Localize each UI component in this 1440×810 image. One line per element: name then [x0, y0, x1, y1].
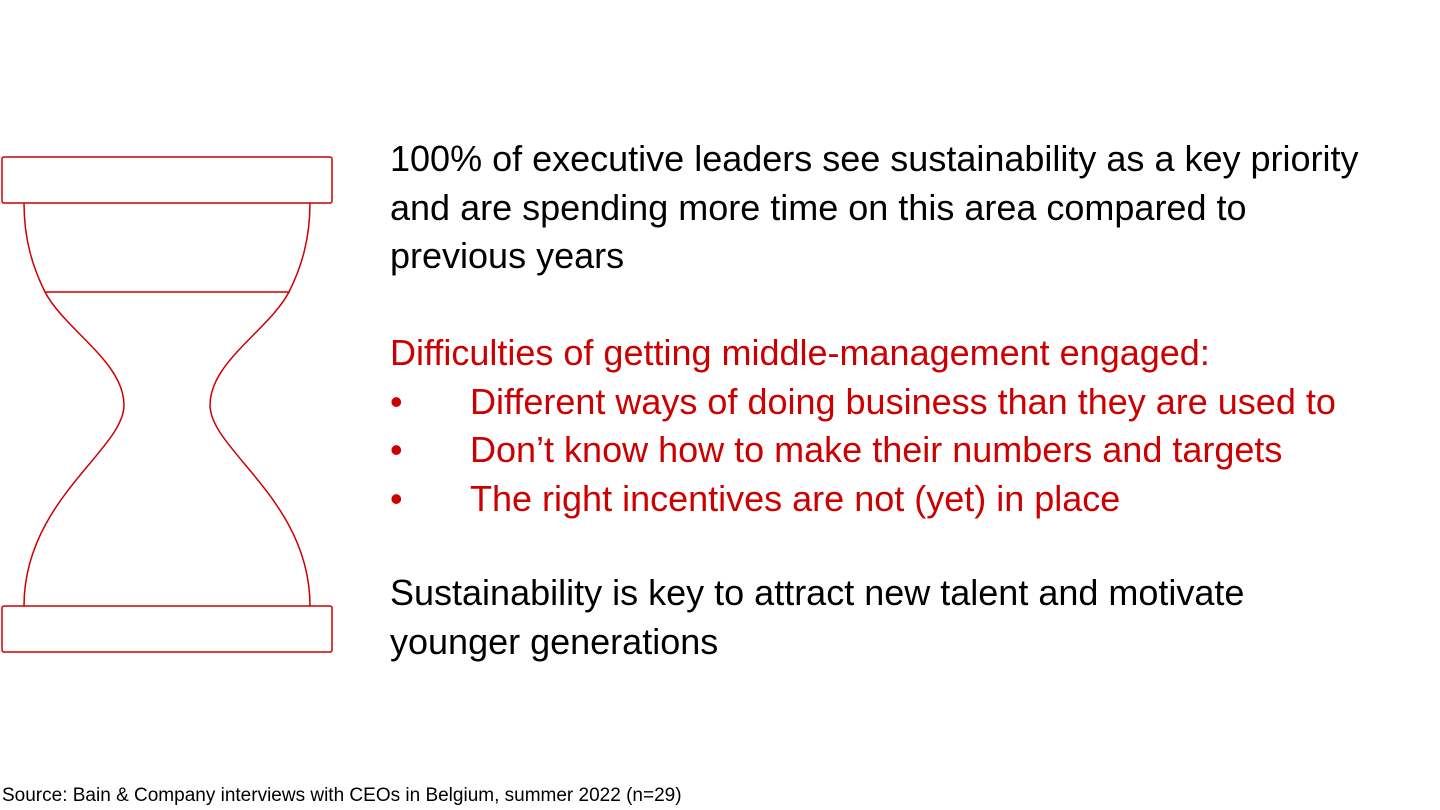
difficulties-heading: Difficulties of getting middle-managemen… — [390, 332, 1210, 373]
difficulties: Difficulties of getting middle-managemen… — [390, 329, 1375, 523]
hourglass-left — [23, 202, 125, 607]
hourglass-bottom — [1, 605, 333, 653]
hourglass-top — [1, 156, 333, 204]
source-note: Source: Bain & Company interviews with C… — [2, 785, 682, 806]
bullet: The right incentives are not (yet) in pl… — [390, 475, 1375, 524]
statement: 100% of executive leaders see sustainabi… — [390, 138, 1359, 276]
bullet: Different ways of doing business than th… — [390, 378, 1375, 427]
bullet-list: Different ways of doing business than th… — [390, 378, 1375, 524]
bullet: Don’t know how to make their numbers and… — [390, 426, 1375, 475]
talent: Sustainability is key to attract new tal… — [390, 572, 1245, 662]
hourglass-icon — [1, 156, 333, 653]
hourglass-right — [209, 202, 311, 607]
